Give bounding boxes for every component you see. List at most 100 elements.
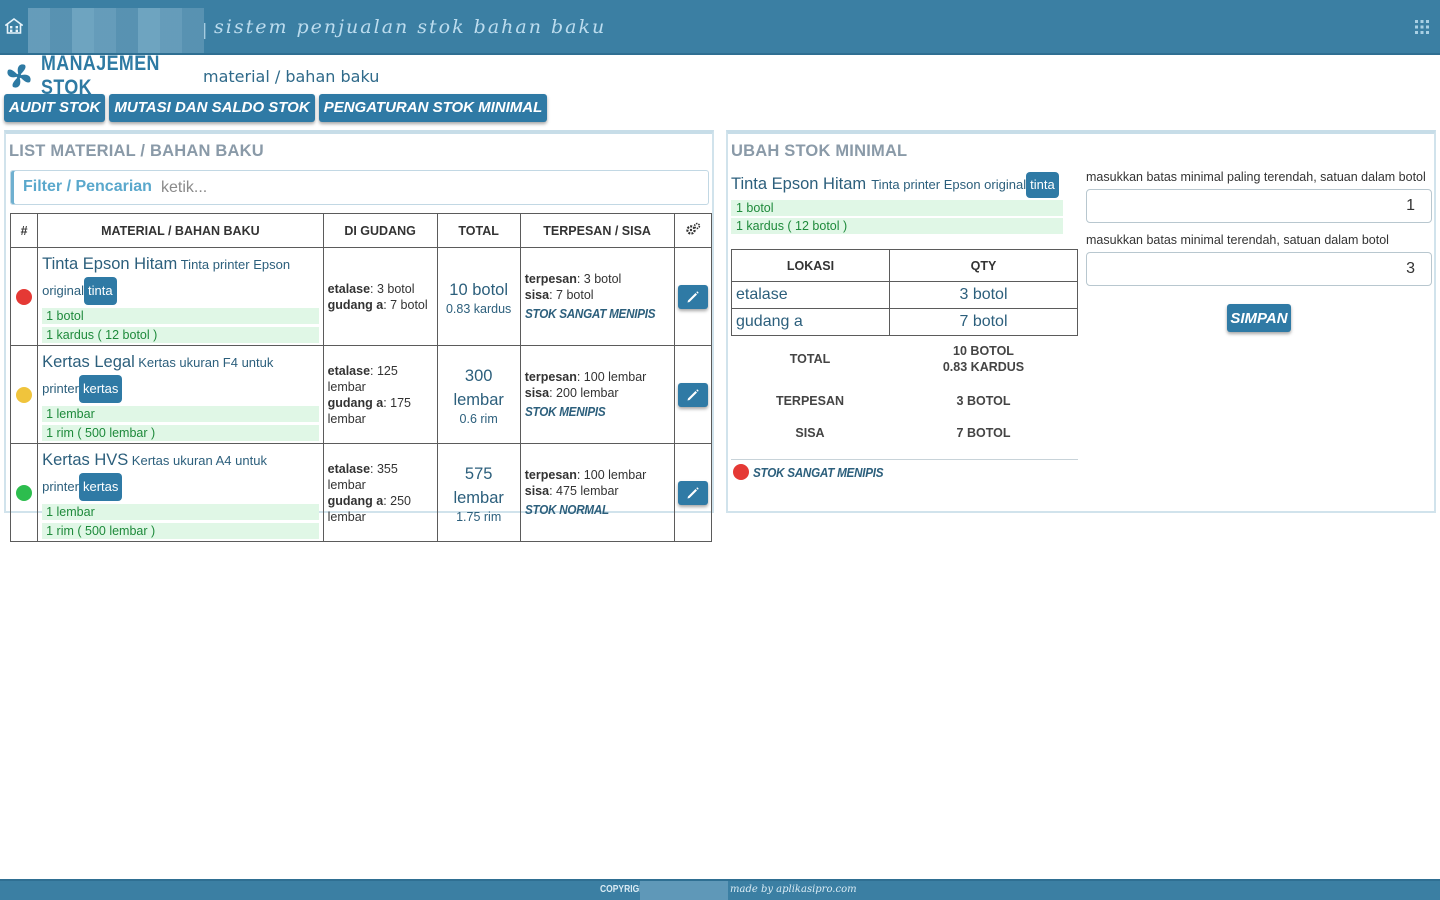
edit-min-stock-panel: UBAH STOK MINIMAL Tinta Epson Hitam Tint… <box>726 130 1436 513</box>
edit-button[interactable] <box>677 284 708 309</box>
summary-total-value-alt: 0.83 KARDUS <box>942 360 1025 374</box>
selected-material-desc: Tinta printer Epson original <box>871 177 1027 192</box>
fan-icon <box>7 64 31 88</box>
tab-pengaturan-stok-minimal[interactable]: PENGATURAN STOK MINIMAL <box>318 94 548 122</box>
pesan-value: : 100 lembar <box>576 370 647 384</box>
search-input[interactable] <box>161 174 701 202</box>
brand-logo <box>28 8 204 53</box>
location-name: etalase <box>731 281 890 309</box>
category-tag[interactable]: kertas <box>78 375 123 403</box>
action-cell <box>673 247 713 346</box>
edit-button[interactable] <box>677 382 708 407</box>
tab-audit-stok[interactable]: AUDIT STOK <box>4 94 106 122</box>
stock-tabs: AUDIT STOK MUTASI DAN SALDO STOK PENGATU… <box>4 94 548 122</box>
summary-sisa-label: SISA <box>795 426 825 440</box>
material-cell: Kertas Legal Kertas ukuran F4 untuk print… <box>37 345 324 444</box>
total-alt: 0.83 kardus <box>445 301 512 316</box>
location-table: LOKASI QTY etalase 3 botol gudang a 7 bo… <box>731 249 1078 336</box>
status-dot <box>16 484 33 501</box>
stock-status: STOK MENIPIS <box>524 404 606 419</box>
material-desc-cont: printer <box>42 479 79 494</box>
col-terpesan-sisa: TERPESAN / SISA <box>519 213 675 248</box>
location-qty: : 175 lembar <box>327 395 411 426</box>
filter-box: Filter / Pencarian <box>10 170 709 205</box>
sisa-label: sisa <box>524 288 550 302</box>
footer-copyright: COPYRIGHT <box>600 884 651 895</box>
total-cell: 575 lembar 1.75 rim <box>436 443 521 542</box>
unit-small: 1 botol <box>42 308 319 324</box>
home-icon[interactable] <box>5 17 23 35</box>
material-table: # MATERIAL / BAHAN BAKU DI GUDANG TOTAL … <box>9 213 713 542</box>
total-value: 10 botol <box>449 280 509 299</box>
unit-small: 1 lembar <box>42 504 319 520</box>
location-name: gudang a <box>327 297 384 312</box>
status-dot <box>16 386 33 403</box>
tab-mutasi-saldo-stok[interactable]: MUTASI DAN SALDO STOK <box>109 94 315 122</box>
grid-icon[interactable] <box>1415 20 1429 34</box>
unit-large: 1 rim ( 500 lembar ) <box>42 425 319 441</box>
brand-separator: | <box>202 20 208 39</box>
sisa-label: sisa <box>524 386 550 400</box>
min-stock-form: masukkan batas minimal paling terendah, … <box>1086 170 1432 332</box>
table-header-row: # MATERIAL / BAHAN BAKU DI GUDANG TOTAL … <box>9 213 713 248</box>
edit-button[interactable] <box>677 480 708 505</box>
location-name: gudang a <box>327 493 384 508</box>
pencil-icon <box>687 290 699 302</box>
save-button[interactable]: SIMPAN <box>1227 304 1291 332</box>
pesan-label: terpesan <box>524 468 577 482</box>
total-alt: 0.6 rim <box>459 411 498 426</box>
location-qty: : 3 botol <box>370 281 415 296</box>
sisa-value: : 7 botol <box>549 288 594 302</box>
list-panel-title: LIST MATERIAL / BAHAN BAKU <box>9 142 264 160</box>
col-total: TOTAL <box>436 213 521 248</box>
min-lowest-input[interactable] <box>1086 189 1432 223</box>
status-cell <box>9 443 39 542</box>
min-low-input[interactable] <box>1086 252 1432 286</box>
selected-material-tag: tinta <box>1026 172 1059 198</box>
location-name: etalase <box>327 363 371 378</box>
min-lowest-label: masukkan batas minimal paling terendah, … <box>1086 170 1426 184</box>
footer: COPYRIGHT made by aplikasipro.com <box>0 879 1440 900</box>
category-tag[interactable]: tinta <box>84 277 117 305</box>
selected-unit-small: 1 botol <box>731 200 1063 216</box>
location-qty: : 125 lembar <box>327 363 398 394</box>
category-tag[interactable]: kertas <box>78 473 123 501</box>
status-cell <box>9 247 39 346</box>
material-desc-cont: printer <box>42 381 79 396</box>
pesan-cell: terpesan: 100 lembar sisa: 475 lembar STOK… <box>519 443 675 542</box>
location-name: gudang a <box>327 395 384 410</box>
table-row: Kertas Legal Kertas ukuran F4 untuk print… <box>9 345 713 444</box>
pesan-value: : 100 lembar <box>576 468 647 482</box>
location-name: etalase <box>327 281 371 296</box>
material-desc: Kertas ukuran F4 untuk <box>138 355 274 370</box>
gudang-cell: etalase: 3 botol gudang a: 7 botol <box>322 247 438 346</box>
gudang-cell: etalase: 125 lembar gudang a: 175 lembar <box>322 345 438 444</box>
min-low-label: masukkan batas minimal terendah, satuan … <box>1086 233 1389 247</box>
location-name: etalase <box>327 461 371 476</box>
material-desc-cont: original <box>42 283 85 298</box>
pesan-cell: terpesan: 3 botol sisa: 7 botol STOK SANGA… <box>519 247 675 346</box>
status-dot <box>733 464 749 480</box>
material-name: Tinta Epson Hitam <box>42 255 178 273</box>
total-value: 575 <box>464 464 493 483</box>
total-unit: lembar <box>453 488 504 507</box>
gears-icon <box>686 222 700 235</box>
stock-status: STOK SANGAT MENIPIS <box>524 306 656 321</box>
edit-panel-title: UBAH STOK MINIMAL <box>731 142 908 160</box>
material-list-panel: LIST MATERIAL / BAHAN BAKU Filter / Penc… <box>4 130 714 542</box>
pencil-icon <box>687 388 699 400</box>
summary-sisa-value: 7 BOTOL <box>956 426 1011 440</box>
col-num: # <box>9 213 39 248</box>
sisa-label: sisa <box>524 484 550 498</box>
summary-total-label: TOTAL <box>789 352 831 366</box>
selected-material-name: Tinta Epson Hitam <box>731 175 867 193</box>
status-cell <box>9 345 39 444</box>
page-header: MANAJEMEN STOK material / bahan baku <box>5 52 379 99</box>
sisa-value: : 475 lembar <box>549 484 619 498</box>
status-dot <box>16 288 33 305</box>
top-navbar: | sistem penjualan stok bahan baku <box>0 0 1440 55</box>
footer-made-by[interactable]: made by aplikasipro.com <box>730 884 857 895</box>
page-title: MANAJEMEN STOK <box>41 52 160 99</box>
location-row: gudang a 7 botol <box>731 308 1078 336</box>
unit-large: 1 kardus ( 12 botol ) <box>42 327 319 343</box>
